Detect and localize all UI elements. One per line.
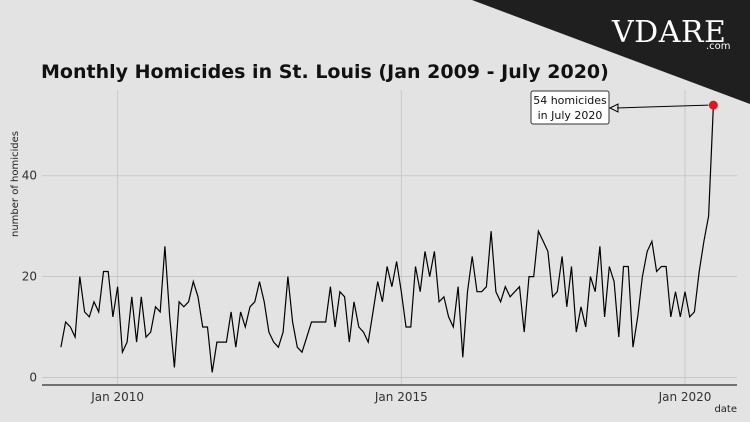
series-line	[60, 105, 714, 373]
annotation: 54 homicides in July 2020	[530, 90, 709, 125]
annotation-line-2: in July 2020	[538, 109, 603, 122]
logo-text: VDARE	[611, 15, 726, 50]
annotation-line-1: 54 homicides	[533, 94, 607, 107]
y-tick-label: 0	[29, 370, 37, 384]
annotation-arrow	[616, 104, 709, 109]
x-tick-label: Jan 2015	[374, 390, 428, 404]
annotation-box	[530, 90, 610, 125]
x-tick-label: Jan 2020	[658, 390, 712, 404]
y-tick-label: 20	[22, 270, 37, 284]
y-axis-label: number of homicides	[10, 131, 21, 237]
logo-banner	[472, 0, 750, 104]
annotation-arrowhead	[608, 103, 619, 113]
logo-com-text: .com	[706, 41, 731, 52]
tick-labels: 0 20 40 Jan 2010 Jan 2015 Jan 2020	[22, 169, 712, 404]
highlight-point	[708, 100, 718, 110]
chart-title: Monthly Homicides in St. Louis (Jan 2009…	[41, 61, 609, 83]
y-tick-label: 40	[22, 169, 37, 183]
x-tick-label: Jan 2010	[90, 390, 144, 404]
x-axis-label: date	[714, 404, 737, 415]
